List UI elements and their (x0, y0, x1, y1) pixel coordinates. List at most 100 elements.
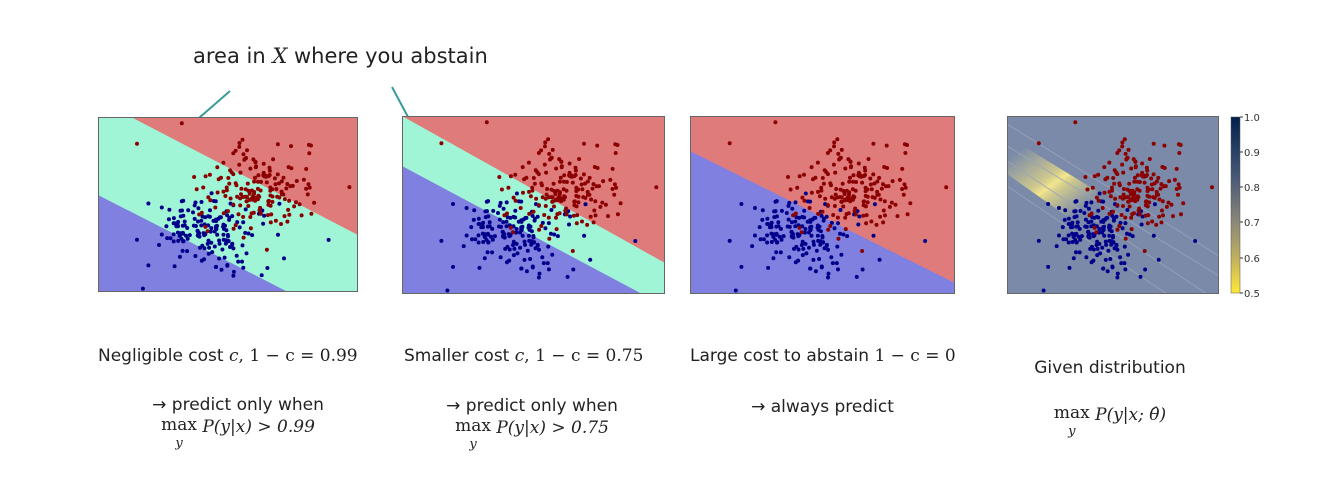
blue-point (779, 208, 784, 213)
blue-point (1084, 200, 1089, 205)
blue-point (526, 225, 531, 230)
red-point (1154, 222, 1159, 227)
red-point (875, 192, 880, 197)
blue-point (523, 242, 527, 247)
blue-point (761, 237, 766, 242)
red-point (852, 208, 857, 213)
blue-point (808, 218, 813, 223)
blue-point (877, 257, 882, 262)
blue-point (860, 267, 865, 272)
red-point (877, 175, 882, 180)
red-point (1157, 214, 1162, 219)
blue-point (775, 240, 780, 245)
red-point (253, 165, 258, 170)
red-point (266, 198, 271, 203)
annotation-prefix: area in (193, 44, 273, 68)
blue-point (537, 247, 541, 252)
blue-point (476, 216, 481, 221)
blue-point (514, 241, 519, 246)
red-point (580, 187, 585, 192)
red-point (1210, 185, 1214, 190)
blue-point (546, 267, 551, 272)
red-point (267, 165, 272, 170)
red-point (595, 143, 600, 148)
red-point (551, 181, 556, 186)
blue-point (223, 241, 228, 246)
blue-point (1062, 217, 1067, 222)
red-point (576, 187, 581, 192)
red-point (1107, 189, 1112, 194)
blue-point (814, 248, 819, 253)
red-point (585, 179, 590, 184)
blue-point (806, 230, 811, 235)
red-point (890, 179, 895, 184)
red-point (203, 224, 208, 229)
red-point (817, 194, 822, 199)
panel-3-rule-line: → always predict (751, 397, 894, 417)
red-point (262, 174, 267, 179)
red-point (843, 227, 848, 232)
blue-point (771, 256, 776, 261)
blue-point (785, 224, 790, 229)
blue-point (174, 224, 179, 229)
blue-point (508, 215, 513, 220)
blue-point (797, 233, 802, 238)
red-point (1085, 187, 1090, 192)
red-point (590, 186, 595, 191)
red-point (820, 209, 825, 214)
blue-point (202, 246, 207, 251)
red-point (544, 192, 549, 197)
blue-point (227, 215, 232, 220)
panel-2-max-op: max (455, 416, 491, 436)
blue-point (199, 200, 204, 204)
blue-point (545, 261, 550, 266)
blue-point (519, 266, 524, 271)
red-point (819, 185, 824, 190)
blue-point (750, 244, 755, 249)
red-point (297, 202, 302, 207)
blue-point (208, 229, 213, 234)
red-point (1135, 194, 1140, 199)
red-point (564, 212, 569, 217)
blue-point (213, 217, 218, 222)
red-point (561, 179, 566, 184)
blue-point (543, 226, 548, 231)
blue-point (464, 206, 469, 210)
red-point (257, 208, 262, 213)
red-point (869, 187, 874, 192)
red-point (264, 247, 269, 252)
panel-1-abstain-fill (98, 117, 358, 292)
red-point (549, 195, 554, 200)
red-point (1142, 180, 1147, 185)
red-point (1171, 214, 1175, 219)
red-point (828, 148, 833, 153)
red-point (869, 219, 874, 224)
blue-point (236, 259, 241, 264)
blue-point (176, 238, 181, 243)
red-point (1178, 143, 1183, 147)
red-point (1166, 200, 1171, 205)
blue-point (176, 219, 181, 224)
red-point (553, 192, 558, 196)
blue-point (513, 208, 518, 213)
red-point (233, 223, 238, 228)
red-point (279, 222, 283, 226)
red-point (833, 192, 838, 197)
red-point (1036, 141, 1041, 146)
blue-point (765, 240, 770, 245)
blue-point (527, 238, 532, 243)
red-point (1150, 219, 1155, 224)
blue-point (830, 261, 835, 266)
blue-point (530, 265, 535, 270)
red-point (259, 179, 263, 184)
red-point (610, 187, 615, 191)
red-point (1145, 193, 1150, 198)
blue-point (776, 220, 781, 225)
blue-point (497, 203, 502, 208)
panel-2-plot (402, 116, 665, 294)
red-point (522, 177, 527, 182)
red-point (241, 214, 246, 219)
blue-point (471, 217, 476, 222)
blue-point (1057, 233, 1061, 238)
blue-point (205, 241, 210, 246)
